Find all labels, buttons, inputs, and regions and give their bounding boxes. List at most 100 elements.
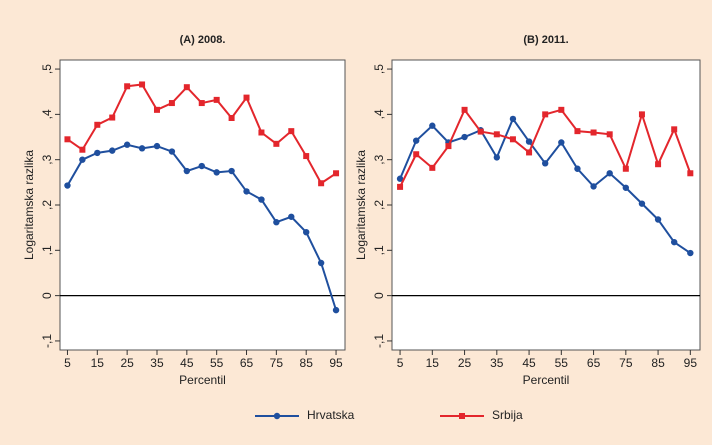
marker (273, 140, 280, 147)
marker (461, 133, 468, 141)
y-tick-label: 0 (40, 292, 54, 299)
x-tick-label: 35 (490, 356, 504, 370)
marker (670, 238, 678, 246)
x-tick-label: 65 (587, 356, 601, 370)
plot-area (59, 59, 346, 351)
marker (558, 106, 565, 113)
marker (123, 141, 131, 148)
marker (509, 115, 517, 123)
x-tick-label: 65 (240, 356, 254, 370)
marker (525, 138, 533, 145)
marker (332, 306, 340, 314)
marker (273, 219, 280, 226)
marker (606, 131, 613, 138)
marker (526, 149, 533, 156)
marker (168, 100, 175, 107)
x-tick-label: 45 (180, 356, 194, 370)
x-tick-label: 55 (210, 356, 224, 370)
x-tick-label: 25 (458, 356, 472, 370)
marker (687, 170, 694, 177)
marker (493, 154, 501, 161)
y-tick-label: ,1 (372, 245, 386, 255)
x-tick-label: 95 (684, 356, 698, 370)
marker (461, 106, 468, 113)
y-tick-label: ,5 (40, 64, 54, 74)
marker (258, 129, 265, 136)
marker (198, 162, 205, 170)
marker (94, 121, 101, 128)
marker (124, 83, 131, 90)
legend-label: Hrvatska (307, 408, 355, 422)
marker (574, 165, 581, 172)
x-tick-label: 55 (555, 356, 569, 370)
marker (153, 142, 161, 150)
marker (493, 131, 500, 138)
marker (168, 148, 176, 155)
marker (228, 167, 235, 175)
y-tick-label: -,1 (40, 334, 54, 348)
marker (303, 153, 310, 160)
marker (429, 164, 436, 171)
marker (79, 146, 86, 153)
marker (198, 100, 205, 107)
x-tick-label: 5 (64, 356, 71, 370)
x-tick-label: 85 (300, 356, 314, 370)
x-tick-label: 15 (426, 356, 440, 370)
marker (606, 170, 613, 177)
x-axis-label: Percentil (179, 373, 226, 387)
marker (153, 106, 160, 113)
marker (303, 228, 310, 236)
marker (574, 128, 581, 135)
marker (183, 84, 190, 91)
legend-label: Srbija (492, 408, 523, 422)
marker (333, 170, 340, 177)
x-tick-label: 45 (522, 356, 536, 370)
marker (318, 180, 325, 187)
marker (94, 149, 101, 157)
x-tick-label: 35 (150, 356, 164, 370)
marker (258, 196, 265, 203)
marker (429, 122, 436, 129)
panel-title: (A) 2008. (180, 34, 226, 46)
x-tick-label: 95 (329, 356, 343, 370)
marker (445, 143, 452, 150)
y-tick-label: -,1 (372, 334, 386, 348)
marker (477, 128, 484, 135)
marker (638, 200, 646, 207)
marker (138, 145, 146, 152)
marker (638, 111, 645, 118)
marker (655, 161, 662, 168)
y-axis-label: Logaritamska razlika (354, 150, 368, 260)
marker (288, 213, 295, 220)
marker (64, 136, 71, 143)
legend-marker (459, 413, 465, 419)
x-axis-label: Percentil (523, 373, 570, 387)
marker (183, 167, 191, 175)
y-tick-label: 0 (372, 292, 386, 299)
marker (243, 188, 250, 195)
x-tick-label: 15 (91, 356, 105, 370)
marker (590, 183, 597, 190)
marker (64, 182, 71, 189)
marker (288, 128, 295, 135)
y-tick-label: ,4 (40, 109, 54, 119)
marker (109, 114, 116, 121)
marker (109, 147, 116, 154)
x-tick-label: 85 (651, 356, 665, 370)
marker (509, 136, 516, 143)
panel-title: (B) 2011. (523, 34, 568, 46)
marker (396, 175, 404, 182)
x-tick-label: 75 (619, 356, 633, 370)
marker (413, 151, 420, 158)
marker (243, 94, 250, 101)
marker (622, 184, 630, 191)
y-tick-label: ,3 (372, 154, 386, 164)
x-tick-label: 5 (397, 356, 404, 370)
marker (687, 249, 694, 257)
x-tick-label: 25 (120, 356, 134, 370)
marker (671, 126, 678, 133)
plot-area (391, 59, 701, 351)
marker (622, 165, 629, 172)
marker (139, 81, 146, 88)
